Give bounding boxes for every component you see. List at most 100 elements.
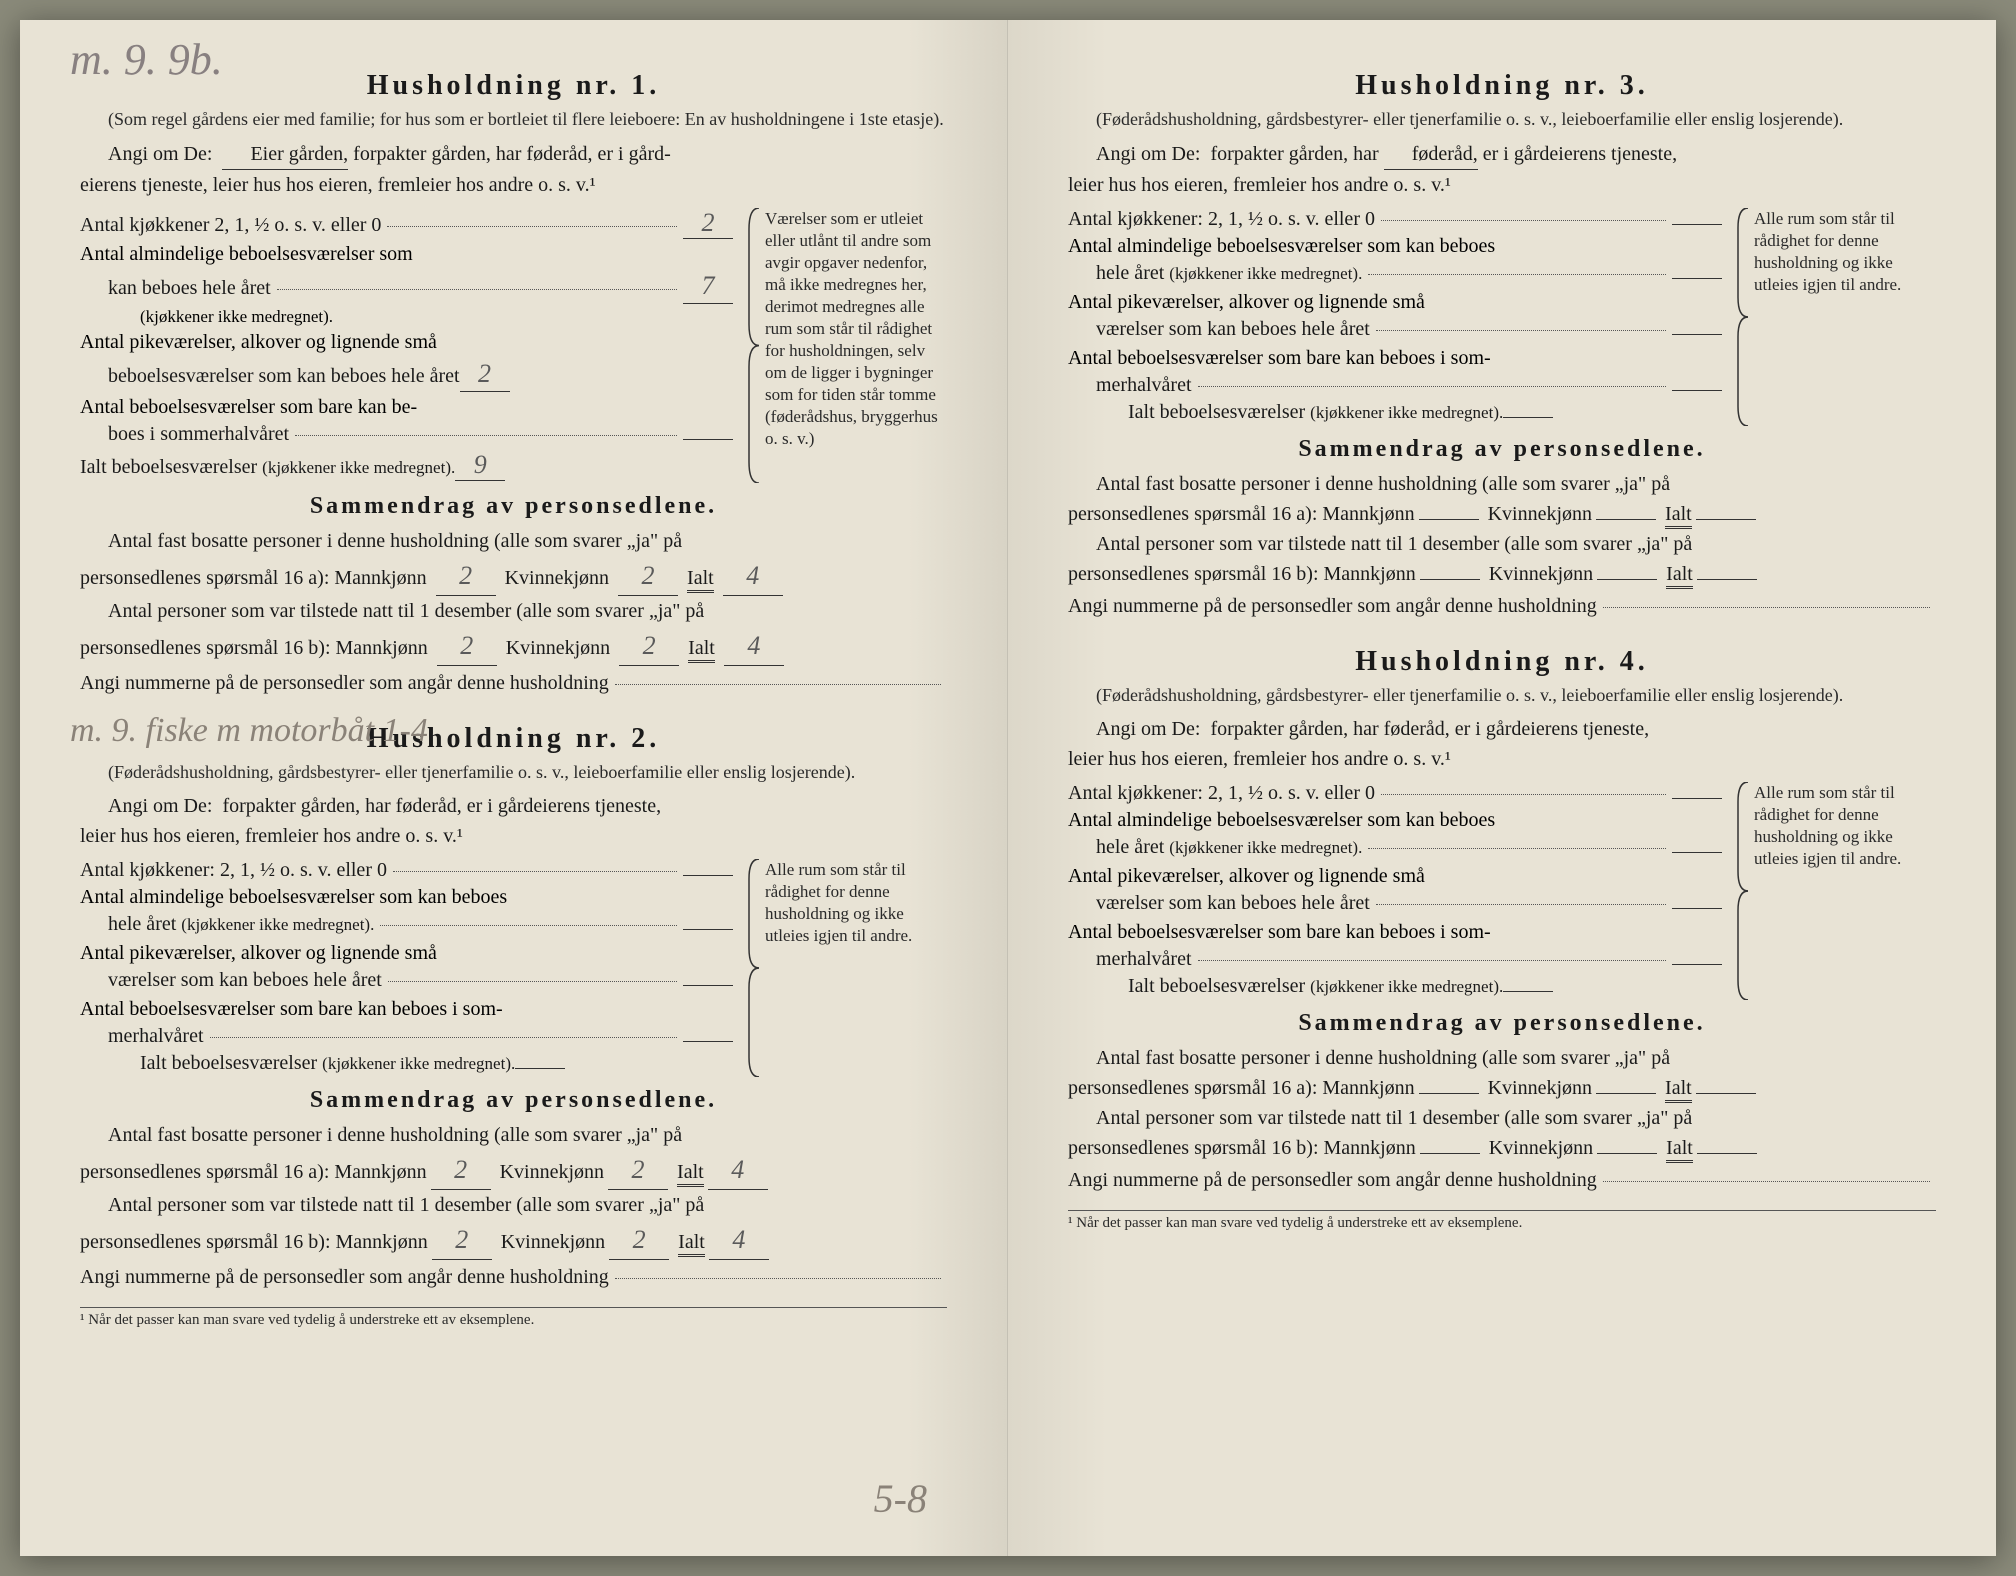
mb4l: personsedlenes spørsmål 16 b): Mannkjønn: [1068, 1137, 1416, 1159]
side-text-short-2: Alle rum som står til rådighet for denne…: [765, 860, 912, 945]
side-text-3: Alle rum som står til rådighet for denne…: [1754, 209, 1901, 294]
almindelige-row: Antal almindelige beboelsesværelser som …: [80, 241, 733, 329]
left-page: m. 9. 9b. Husholdning nr. 1. (Som regel …: [20, 20, 1008, 1556]
mann-a-label: personsedlenes spørsmål 16 a): Mannkjønn: [80, 567, 427, 589]
ia3v[interactable]: [1503, 417, 1553, 418]
sm3v[interactable]: [1672, 390, 1722, 391]
angi-3: Angi om De: forpakter gården, har føderå…: [1068, 139, 1936, 170]
mann-b-label: personsedlenes spørsmål 16 b): Mannkjønn: [80, 637, 428, 659]
ka4v[interactable]: [1596, 1093, 1656, 1094]
ia4v[interactable]: [1503, 991, 1553, 992]
ia2v[interactable]: 4: [708, 1150, 768, 1190]
sporsmal-a-1: personsedlenes spørsmål 16 a): Mannkjønn…: [80, 556, 947, 596]
ma2v[interactable]: 2: [431, 1150, 491, 1190]
mann-a-value[interactable]: 2: [436, 556, 496, 596]
kvinne-a-value[interactable]: 2: [618, 556, 678, 596]
sm4v[interactable]: [1672, 964, 1722, 965]
alm2-val[interactable]: [683, 929, 733, 930]
household-1: Husholdning nr. 1. (Som regel gårdens ei…: [80, 70, 947, 695]
pike-l2: beboelsesværelser som kan beboes hele år…: [108, 363, 460, 390]
pike-row: Antal pikeværelser, alkover og lignende …: [80, 329, 733, 392]
sommer-value[interactable]: [683, 439, 733, 440]
ma3v[interactable]: [1419, 519, 1479, 520]
sm3l2: merhalvåret: [1096, 372, 1192, 399]
kj3l: Antal kjøkkener: 2, 1, ½ o. s. v. eller …: [1068, 208, 1375, 231]
kj4v[interactable]: [1672, 798, 1722, 799]
sm3l1: Antal beboelsesværelser som bare kan beb…: [1068, 347, 1491, 369]
leier-4: leier hus hos eieren, fremleier hos andr…: [1068, 744, 1936, 774]
household-2-subtitle: (Føderådshusholdning, gårdsbestyrer- ell…: [80, 761, 947, 784]
brace-icon-3: [1736, 208, 1750, 426]
spors-b-3: personsedlenes spørsmål 16 b): Mannkjønn…: [1068, 559, 1936, 589]
angi-line-1: Angi om De: Eier gården, forpakter gårde…: [80, 139, 947, 170]
footnote-right: ¹ Når det passer kan man svare ved tydel…: [1068, 1210, 1936, 1232]
kb2v[interactable]: 2: [609, 1220, 669, 1260]
kjokk2-val[interactable]: [683, 875, 733, 876]
pike-l1: Antal pikeværelser, alkover og lignende …: [80, 331, 437, 353]
ib2v[interactable]: 4: [709, 1220, 769, 1260]
kb3l: Kvinnekjønn: [1489, 563, 1593, 585]
pike2a-l2: værelser som kan beboes hele året: [108, 967, 382, 994]
side-text-4: Alle rum som står til rådighet for denne…: [1754, 783, 1901, 868]
alm2-l1: Antal almindelige beboelsesværelser som …: [80, 886, 507, 908]
pike-value[interactable]: 2: [460, 356, 510, 392]
al3l2: hele året: [1096, 260, 1164, 287]
ka3v[interactable]: [1596, 519, 1656, 520]
kjokk2-label: Antal kjøkkener: 2, 1, ½ o. s. v. eller …: [80, 859, 387, 882]
ialt-value[interactable]: 9: [455, 450, 505, 481]
angi-4: Angi om De: forpakter gården, har føderå…: [1068, 714, 1936, 744]
mb3v[interactable]: [1420, 579, 1480, 580]
fast-3: Antal fast bosatte personer i denne hush…: [1068, 469, 1936, 499]
ma4v[interactable]: [1419, 1093, 1479, 1094]
angi-num-3: Angi nummerne på de personsedler som ang…: [1068, 595, 1936, 618]
ia4va[interactable]: [1696, 1093, 1756, 1094]
alm-l2: kan beboes hele året: [108, 275, 271, 302]
ia4l: Ialt beboelsesværelser: [1068, 975, 1305, 998]
kj3v[interactable]: [1672, 224, 1722, 225]
household-3-title: Husholdning nr. 3.: [1068, 70, 1936, 102]
mb3l: personsedlenes spørsmål 16 b): Mannkjønn: [1068, 563, 1416, 585]
almindelige-value[interactable]: 7: [683, 268, 733, 304]
ialt2-note: (kjøkkener ikke medregnet).: [322, 1054, 515, 1074]
ib4v[interactable]: [1697, 1153, 1757, 1154]
census-form-spread: m. 9. 9b. Husholdning nr. 1. (Som regel …: [20, 20, 1996, 1556]
pk4v[interactable]: [1672, 908, 1722, 909]
ka3l: Kvinnekjønn: [1488, 503, 1592, 525]
angi-label-4: Angi om De:: [1096, 718, 1200, 740]
tils-4: Antal personer som var tilstede natt til…: [1068, 1103, 1936, 1133]
household-4-subtitle: (Føderådshusholdning, gårdsbestyrer- ell…: [1068, 684, 1936, 707]
angi-num-label: Angi nummerne på de personsedler som ang…: [80, 672, 609, 695]
som2-val[interactable]: [683, 1041, 733, 1042]
kvinne-b-value[interactable]: 2: [619, 626, 679, 666]
mb4v[interactable]: [1420, 1153, 1480, 1154]
ib3v[interactable]: [1697, 579, 1757, 580]
alm-l1: Antal almindelige beboelsesværelser som: [80, 243, 413, 265]
pike2-val[interactable]: [683, 985, 733, 986]
pk3v[interactable]: [1672, 334, 1722, 335]
pk3l1: Antal pikeværelser, alkover og lignende …: [1068, 291, 1425, 313]
kb4v[interactable]: [1597, 1153, 1657, 1154]
leier-3: leier hus hos eieren, fremleier hos andr…: [1068, 170, 1936, 200]
ialt-label: Ialt beboelsesværelser: [80, 456, 257, 479]
ka2v[interactable]: 2: [608, 1150, 668, 1190]
rooms-block-4: Antal kjøkkener: 2, 1, ½ o. s. v. eller …: [1068, 782, 1936, 1000]
ialt-a-value[interactable]: 4: [723, 556, 783, 596]
kb3v[interactable]: [1597, 579, 1657, 580]
ialt-b-value[interactable]: 4: [724, 626, 784, 666]
mann-b-value[interactable]: 2: [437, 626, 497, 666]
al4v[interactable]: [1672, 852, 1722, 853]
mb2v[interactable]: 2: [432, 1220, 492, 1260]
ialt2-val[interactable]: [515, 1068, 565, 1069]
rooms-block-1: Antal kjøkkener 2, 1, ½ o. s. v. eller 0…: [80, 208, 947, 483]
forpakter-text: forpakter gården, har føderåd, er i gård…: [353, 143, 671, 165]
footnote-left: ¹ Når det passer kan man svare ved tydel…: [80, 1307, 947, 1329]
kjokkener-value[interactable]: 2: [683, 208, 733, 239]
ia3va[interactable]: [1696, 519, 1756, 520]
al3v[interactable]: [1672, 278, 1722, 279]
al3n: (kjøkkener ikke medregnet).: [1169, 263, 1362, 286]
ia2l: Ialt: [677, 1161, 704, 1187]
ia3n: (kjøkkener ikke medregnet).: [1310, 403, 1503, 423]
al4n: (kjøkkener ikke medregnet).: [1169, 837, 1362, 860]
tils-3: Antal personer som var tilstede natt til…: [1068, 529, 1936, 559]
som2-l1: Antal beboelsesværelser som bare kan beb…: [80, 998, 503, 1020]
